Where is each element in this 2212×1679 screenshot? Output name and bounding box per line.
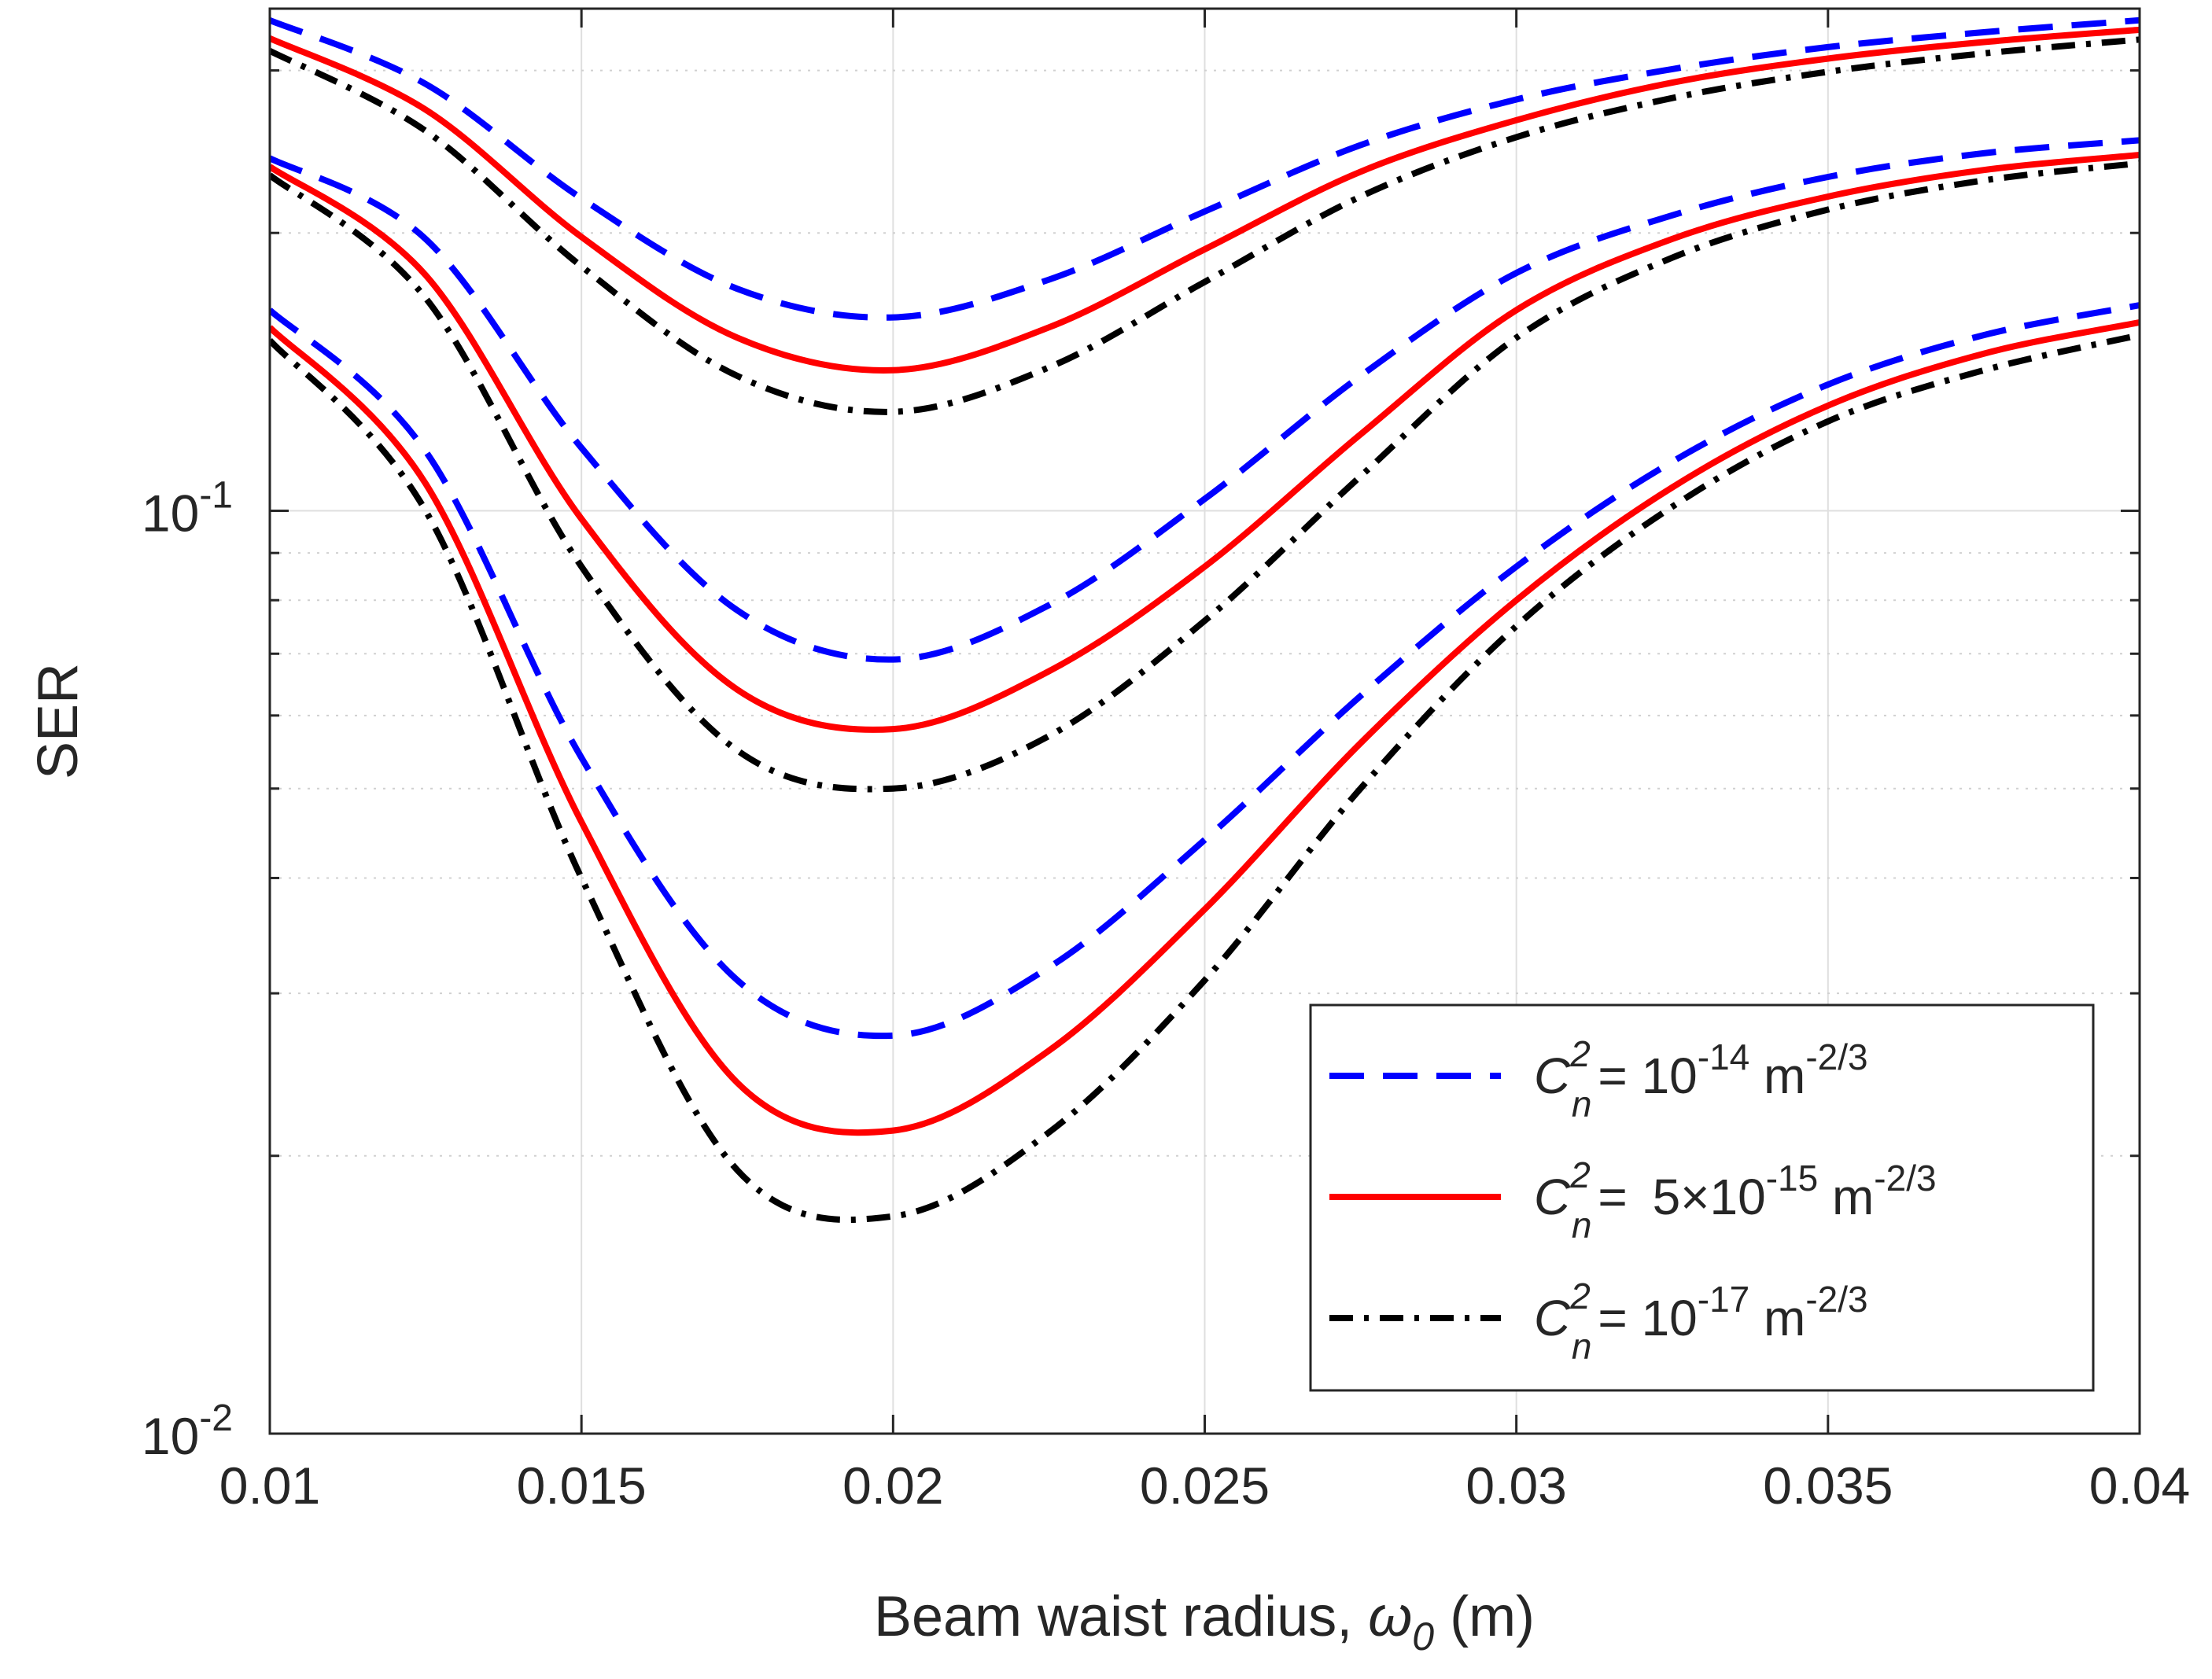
x-tick-label: 0.02: [842, 1456, 943, 1515]
series-line-dashdot-group-3: [270, 332, 2140, 1223]
legend-entry-label: C2 n = 5×10-15 m-2/3: [1534, 1154, 1937, 1246]
series-line-solid-group-3: [270, 318, 2140, 1136]
x-tick-label: 0.015: [517, 1456, 647, 1515]
y-axis-label: SER: [27, 663, 90, 779]
series-line-dashdot-group-2: [270, 160, 2140, 793]
series-line-dashed-group-1: [270, 17, 2140, 321]
y-tick-label: 10-2: [142, 1397, 233, 1465]
y-tick-label: 10-1: [142, 474, 233, 542]
x-tick-label: 0.03: [1465, 1456, 1566, 1515]
series-line-dashed-group-2: [270, 137, 2140, 663]
series-line-dashdot-group-1: [270, 36, 2140, 415]
series-line-solid-group-1: [270, 26, 2140, 374]
x-tick-label: 0.035: [1763, 1456, 1893, 1515]
series-line-solid-group-2: [270, 152, 2140, 733]
series-lines: [270, 17, 2140, 1223]
x-tick-label: 0.025: [1140, 1456, 1270, 1515]
legend-entry-label: C2 n = 10-14 m-2/3: [1534, 1033, 1868, 1125]
legend: C2 n = 10-14 m-2/3 C2 n = 5×10-15 m-2/3 C2 n = 1…: [1309, 1003, 2095, 1392]
x-axis-label: Beam waist radius, ω0 (m): [874, 1585, 1535, 1659]
x-tick-label: 0.04: [2089, 1456, 2190, 1515]
x-tick-label: 0.01: [219, 1456, 320, 1515]
legend-entry-label: C2 n = 10-17 m-2/3: [1534, 1276, 1868, 1367]
axis-ticks: 0.01 0.015 0.02 0.025 0.03 0.035 0.04 10-2 10-1: [142, 9, 2190, 1515]
series-line-dashed-group-3: [270, 302, 2140, 1040]
grid: [270, 9, 2140, 1434]
